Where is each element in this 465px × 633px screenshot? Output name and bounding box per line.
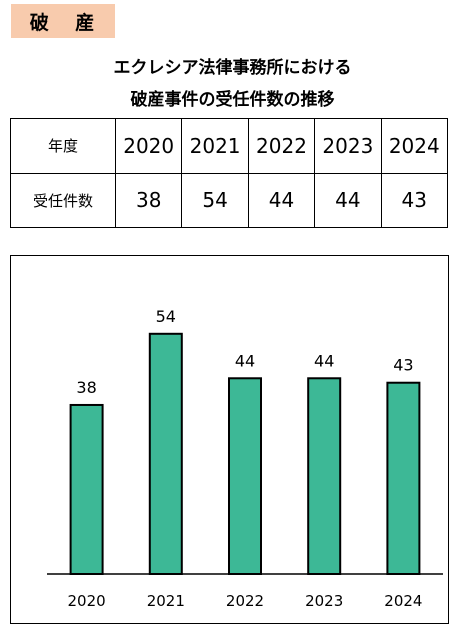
x-tick-label: 2022 [226,592,264,610]
bar-2024 [386,381,421,575]
count-cell: 38 [114,172,183,228]
chart-title-line1: エクレシア法律事務所における [113,58,352,78]
year-cell: 2021 [181,118,249,174]
data-label: 54 [156,307,176,326]
data-label: 38 [76,378,96,397]
section-tag-label: 破 産 [29,11,105,34]
year-cell: 2022 [247,118,316,174]
x-tick-label: 2023 [305,592,343,610]
bar-2023 [307,377,342,575]
bar-2020 [69,403,104,575]
x-tick-label: 2021 [147,592,185,610]
year-row: 年度 2020 2021 2022 2023 2024 [10,118,449,174]
section-tag: 破 産 [11,4,115,38]
chart-title-line2: 破産事件の受任件数の推移 [130,90,335,110]
chart-frame: 38 2020 54 2021 44 2022 44 2023 43 2024 [10,255,449,624]
data-label: 44 [235,351,255,370]
bar-chart: 38 2020 54 2021 44 2022 44 2023 43 2024 [47,307,443,610]
data-label: 44 [314,351,334,370]
x-tick-label: 2024 [384,592,422,610]
bar-2022 [228,377,262,575]
count-cell: 54 [181,172,249,228]
bar-2021 [148,332,183,575]
year-header: 年度 [10,118,116,174]
count-cell: 44 [314,172,382,228]
count-row: 受任件数 38 54 44 44 43 [10,172,449,228]
count-header: 受任件数 [10,172,116,228]
x-tick-label: 2020 [68,592,106,610]
year-cell: 2020 [114,118,183,174]
count-cell: 44 [247,172,316,228]
data-label: 43 [393,356,413,375]
year-cell: 2023 [314,118,382,174]
data-table: 年度 2020 2021 2022 2023 2024 受任件数 38 54 4… [10,118,449,228]
year-cell: 2024 [380,118,449,174]
count-cell: 43 [380,172,449,228]
